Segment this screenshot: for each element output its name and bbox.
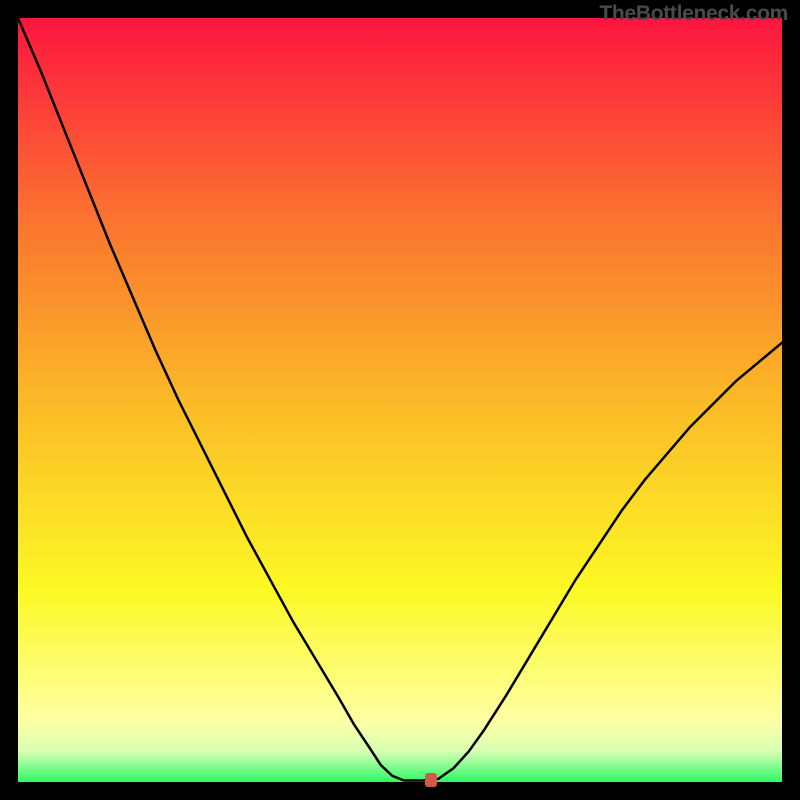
bottleneck-curve bbox=[0, 0, 800, 800]
chart-frame: TheBottleneck.com bbox=[0, 0, 800, 800]
optimum-marker bbox=[425, 773, 437, 787]
